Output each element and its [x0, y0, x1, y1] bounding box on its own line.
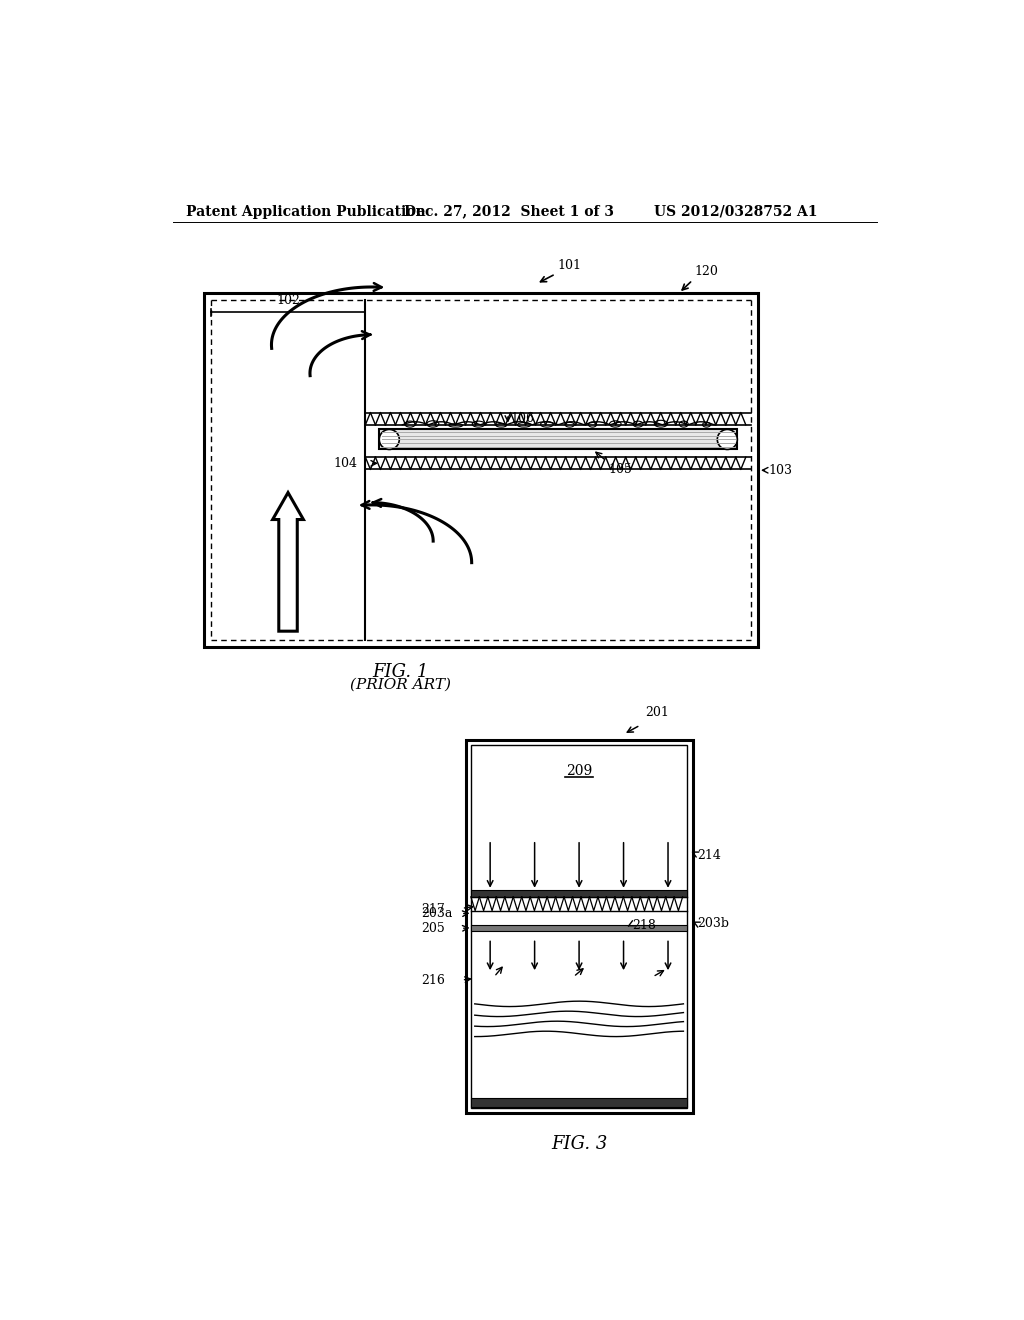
Text: 203a: 203a	[421, 907, 453, 920]
Text: 106: 106	[510, 412, 535, 425]
Bar	[471, 744, 687, 1107]
Bar	[379, 429, 737, 449]
Circle shape	[379, 429, 399, 449]
Bar	[204, 293, 758, 647]
Text: 201: 201	[645, 706, 669, 719]
Text: 102: 102	[276, 294, 300, 308]
Text: 218: 218	[633, 919, 656, 932]
Bar	[471, 890, 687, 896]
Text: 101: 101	[558, 259, 582, 272]
Text: 104: 104	[334, 457, 357, 470]
Polygon shape	[272, 492, 303, 631]
Circle shape	[717, 429, 737, 449]
Text: 216: 216	[421, 974, 444, 987]
Text: FIG. 3: FIG. 3	[551, 1135, 607, 1152]
Text: 103: 103	[769, 463, 793, 477]
Bar	[471, 1098, 687, 1107]
Text: Patent Application Publication: Patent Application Publication	[186, 205, 426, 219]
Text: US 2012/0328752 A1: US 2012/0328752 A1	[654, 205, 817, 219]
Text: 105: 105	[608, 462, 632, 475]
Text: 203b: 203b	[697, 917, 729, 931]
Text: 120: 120	[694, 265, 718, 277]
Bar	[471, 925, 687, 931]
Text: (PRIOR ART): (PRIOR ART)	[349, 678, 451, 692]
Text: 217: 217	[421, 903, 444, 916]
Text: 214: 214	[697, 849, 721, 862]
Text: FIG. 1: FIG. 1	[372, 663, 428, 681]
Text: Dec. 27, 2012  Sheet 1 of 3: Dec. 27, 2012 Sheet 1 of 3	[403, 205, 614, 219]
Text: 205: 205	[421, 921, 444, 935]
Bar	[466, 739, 692, 1113]
Text: 209: 209	[566, 764, 592, 779]
